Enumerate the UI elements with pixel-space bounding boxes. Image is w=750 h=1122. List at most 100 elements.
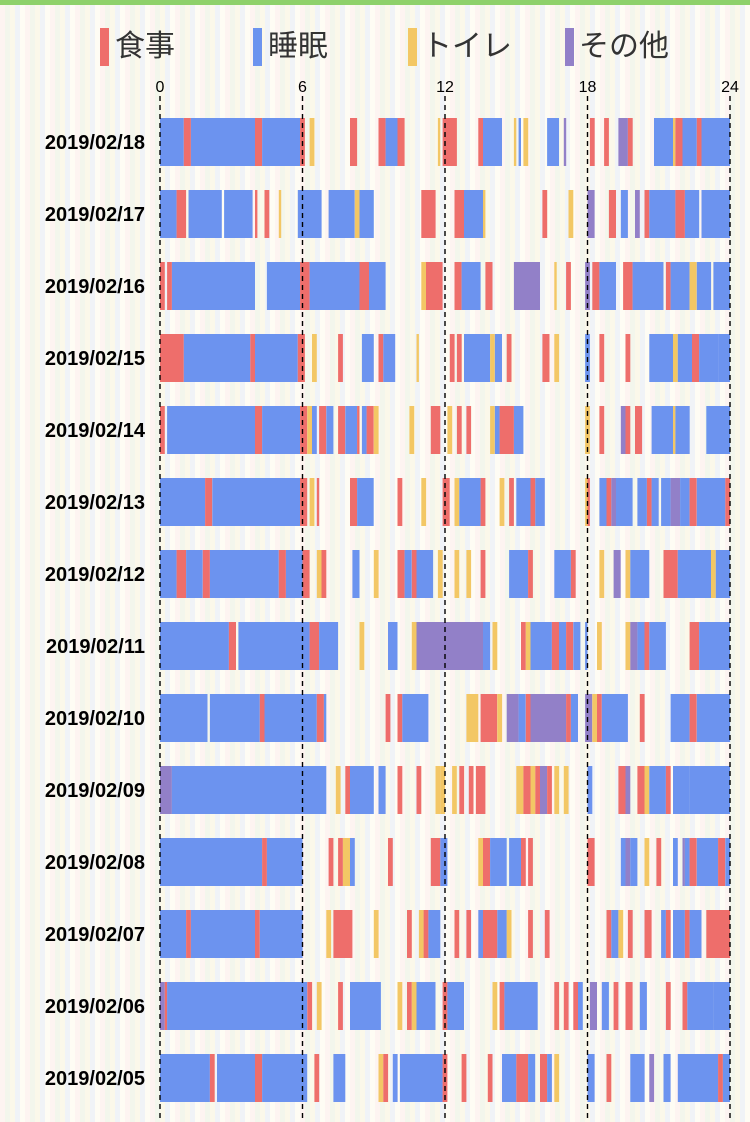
segment-meal — [297, 334, 305, 382]
segment-meal — [644, 190, 650, 238]
segment-sleep — [416, 982, 436, 1030]
segment-meal — [689, 838, 697, 886]
segment-meal — [466, 910, 472, 958]
segment-meal — [421, 190, 436, 238]
segment-meal — [366, 406, 374, 454]
segment-sleep — [464, 334, 491, 382]
day-row — [160, 622, 730, 670]
segment-toilet — [397, 982, 403, 1030]
segment-sleep — [673, 766, 690, 814]
segment-sleep — [682, 118, 697, 166]
segment-toilet — [373, 550, 379, 598]
day-row — [160, 118, 730, 166]
segment-meal — [407, 982, 412, 1030]
segment-sleep — [502, 1054, 517, 1102]
segment-sleep — [649, 334, 674, 382]
segment-toilet — [506, 910, 512, 958]
segment-sleep — [357, 478, 374, 526]
segment-toilet — [625, 550, 631, 598]
segment-meal — [639, 694, 645, 742]
segment-toilet — [335, 766, 341, 814]
segment-meal — [250, 334, 256, 382]
segment-sleep — [513, 406, 524, 454]
segment-sleep — [554, 550, 571, 598]
segment-meal — [160, 262, 165, 310]
segment-sleep — [262, 1054, 308, 1102]
segment-sleep — [535, 478, 545, 526]
segment-sleep — [255, 334, 298, 382]
segment-meal — [461, 1054, 467, 1102]
segment-meal — [606, 1054, 612, 1102]
segment-sleep — [333, 1054, 346, 1102]
segment-meal — [540, 1054, 548, 1102]
segment-meal — [183, 118, 191, 166]
segment-toilet — [711, 550, 716, 598]
segment-meal — [589, 118, 595, 166]
segment-sleep — [722, 1054, 730, 1102]
legend-swatch-toilet — [408, 28, 417, 66]
segment-meal — [551, 622, 559, 670]
segment-sleep — [696, 262, 712, 310]
segment-sleep — [518, 694, 526, 742]
segment-sleep — [528, 1054, 536, 1102]
segment-sleep — [715, 550, 731, 598]
segment-meal — [442, 478, 450, 526]
day-row — [160, 694, 731, 742]
segment-sleep — [186, 550, 203, 598]
segment-sleep — [217, 1054, 255, 1102]
segment-toilet — [490, 406, 495, 454]
segment-other — [620, 406, 626, 454]
segment-meal — [383, 1054, 389, 1102]
segment-sleep — [616, 478, 633, 526]
segment-sleep — [326, 406, 334, 454]
segment-toilet — [499, 478, 505, 526]
segment-meal — [509, 478, 514, 526]
segment-meal — [684, 910, 690, 958]
segment-meal — [259, 694, 265, 742]
segment-meal — [599, 406, 605, 454]
segment-toilet — [411, 622, 417, 670]
segment-meal — [338, 334, 343, 382]
segment-sleep — [649, 622, 666, 670]
segment-meal — [656, 838, 662, 886]
segment-sleep — [611, 910, 619, 958]
segment-toilet — [525, 622, 531, 670]
segment-sleep — [478, 910, 484, 958]
segment-sleep — [160, 1054, 210, 1102]
segment-toilet — [454, 550, 460, 598]
segment-sleep — [701, 190, 730, 238]
segment-toilet — [568, 190, 574, 238]
segment-sleep — [392, 1054, 398, 1102]
segment-sleep — [670, 694, 690, 742]
date-labels-group: 2019/02/18 2019/02/17 2019/02/16 2019/02/15… — [45, 132, 146, 1090]
segment-other — [585, 694, 593, 742]
segment-meal — [718, 838, 726, 886]
segment-toilet — [416, 334, 419, 382]
segment-sleep — [224, 190, 253, 238]
segment-meal — [604, 118, 609, 166]
day-row — [160, 910, 731, 958]
segment-sleep — [699, 334, 719, 382]
segment-sleep — [673, 838, 678, 886]
segment-sleep — [259, 910, 303, 958]
segment-sleep — [350, 982, 381, 1030]
date-label: 2019/02/05 — [45, 1068, 145, 1090]
segment-meal — [333, 910, 353, 958]
segment-sleep — [677, 1054, 719, 1102]
segment-toilet — [625, 622, 631, 670]
segment-meal — [587, 838, 595, 886]
segment-meal — [255, 190, 258, 238]
segment-toilet — [437, 118, 441, 166]
segment-meal — [623, 262, 633, 310]
segment-sleep — [209, 694, 260, 742]
legend-label-sleep: 睡眠 — [268, 29, 328, 64]
segment-meal — [573, 982, 579, 1030]
segment-meal — [262, 838, 267, 886]
segment-sleep — [684, 838, 690, 886]
segment-toilet — [497, 694, 503, 742]
segment-meal — [255, 1054, 263, 1102]
day-row — [160, 550, 731, 598]
segment-toilet — [554, 1054, 560, 1102]
segment-meal — [587, 478, 590, 526]
